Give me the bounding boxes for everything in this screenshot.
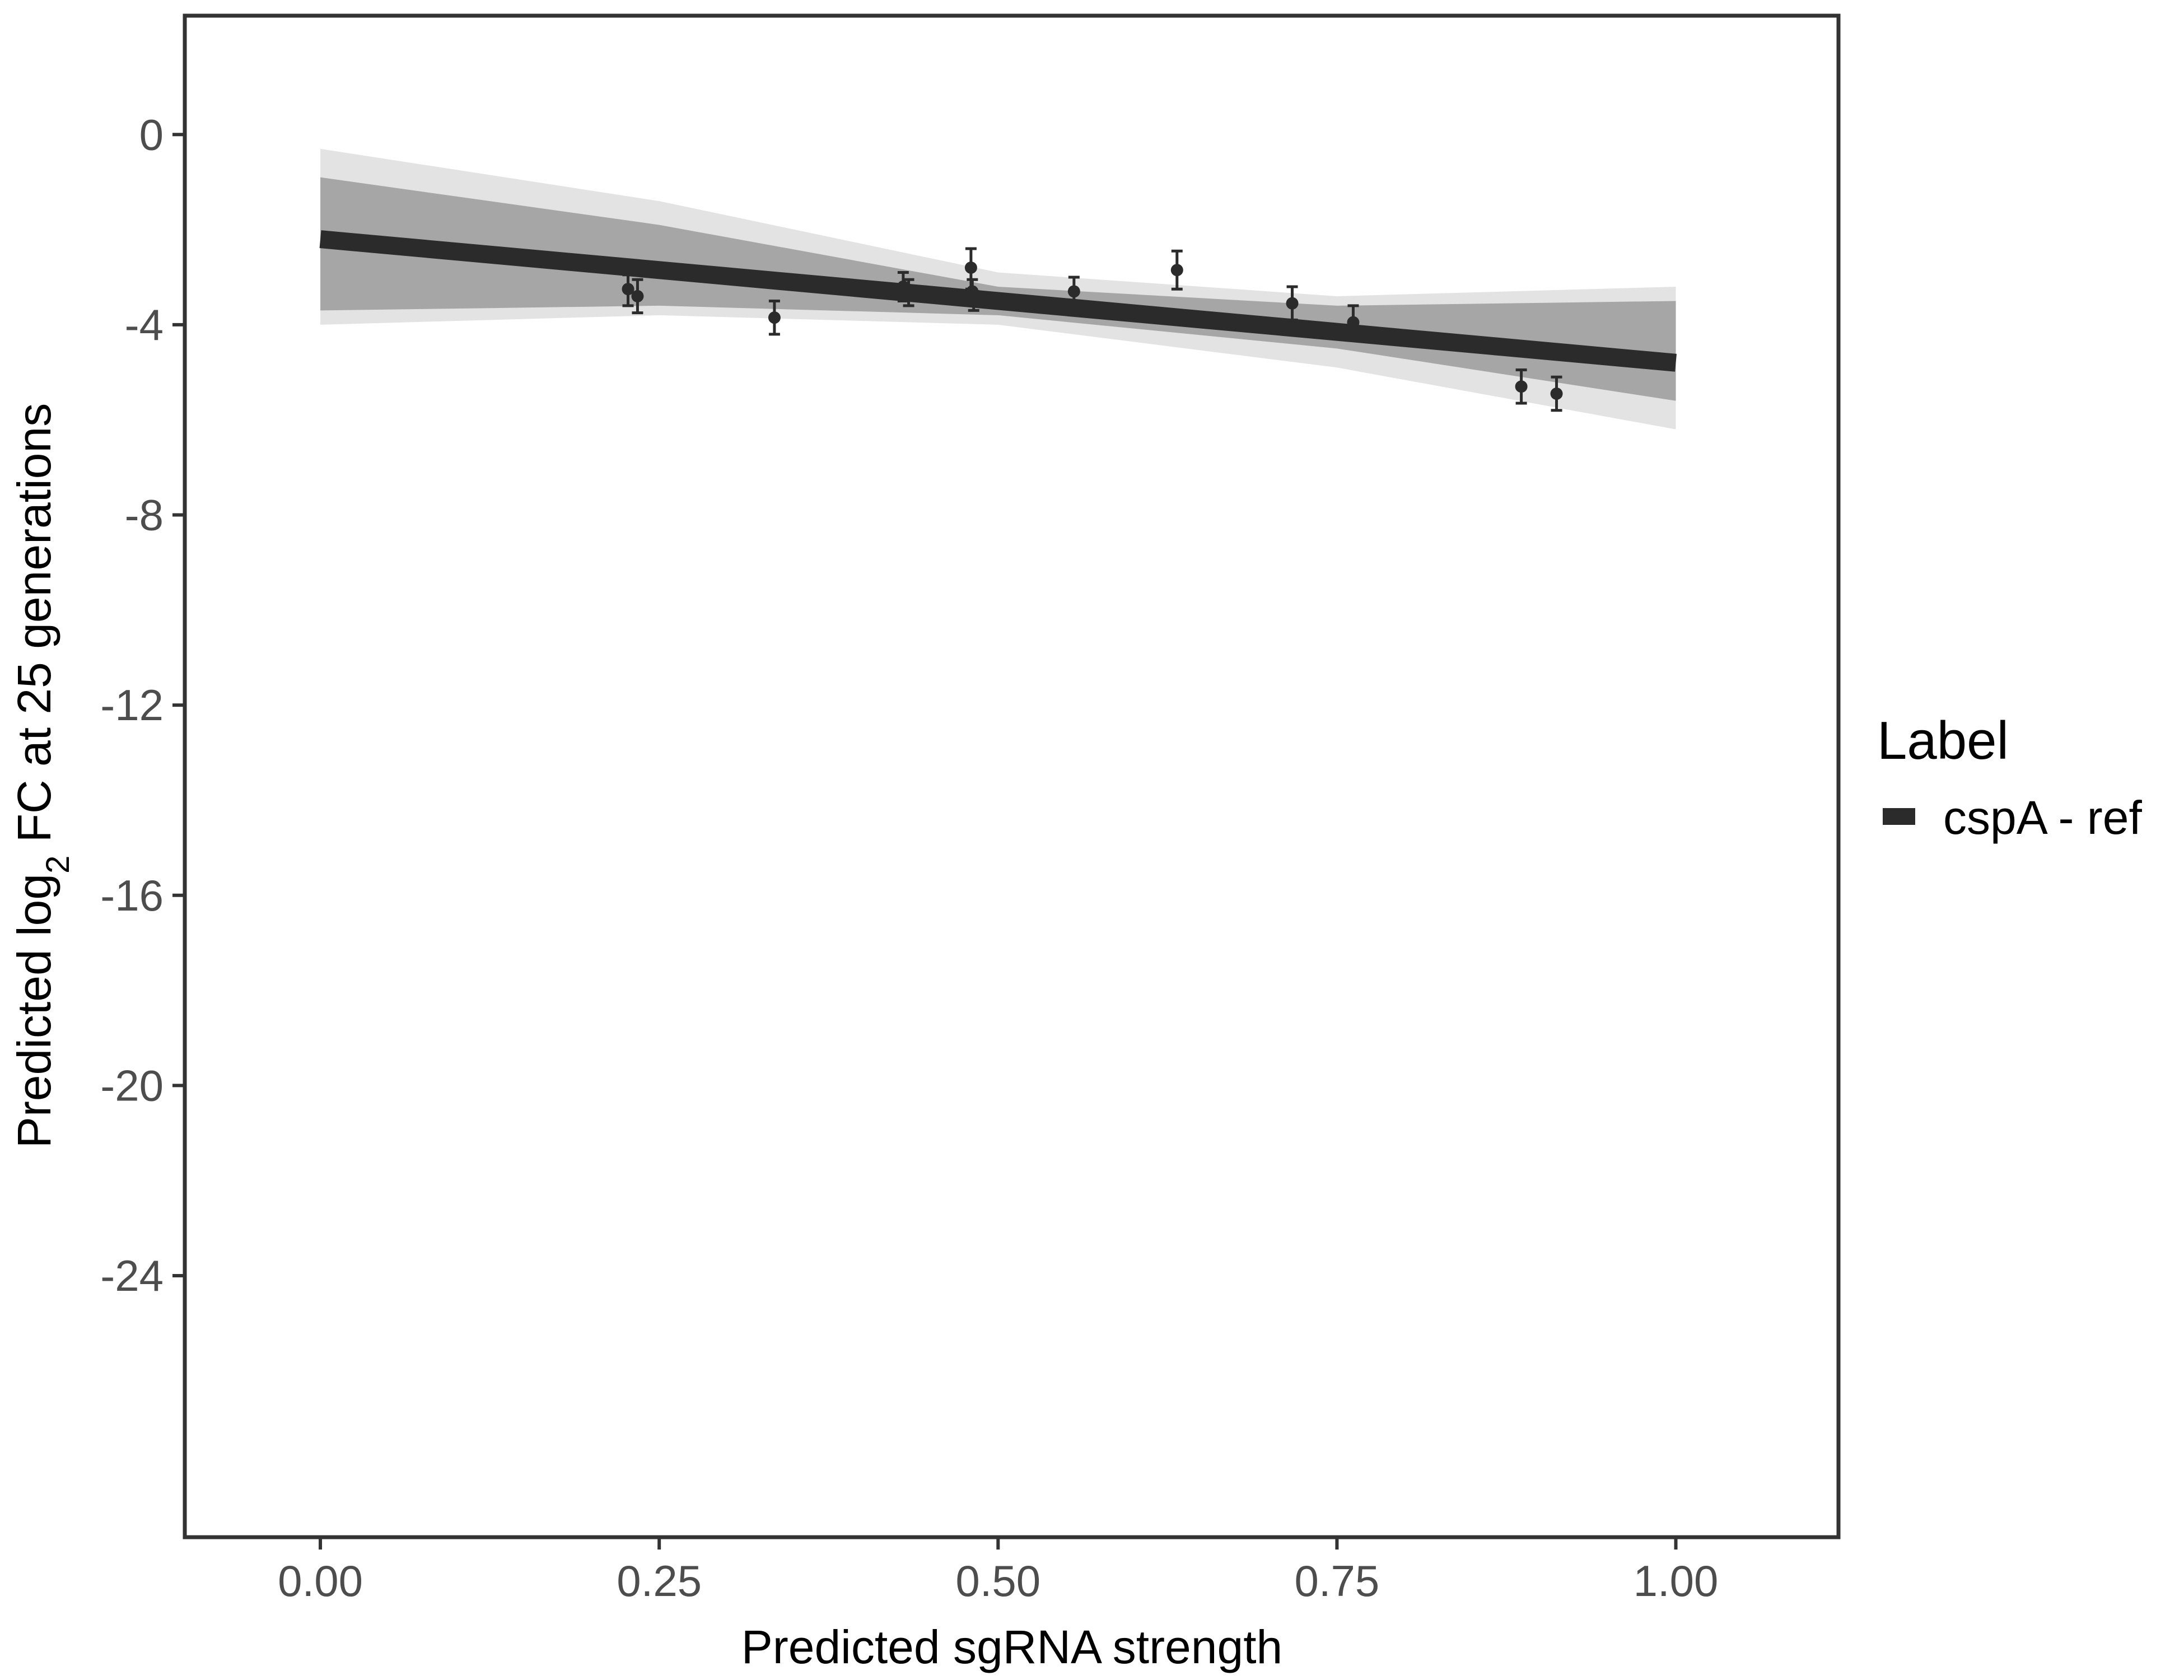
data-point-7 (967, 290, 980, 312)
y-tick-label: -12 (100, 680, 164, 730)
y-axis-title-prefix: Predicted log (8, 874, 60, 1148)
point-marker (1286, 297, 1299, 310)
data-point-0 (622, 273, 634, 307)
legend-entry-cspa-ref: cspA - ref (1943, 791, 2142, 844)
x-tick-label: 1.00 (1634, 1556, 1719, 1606)
y-axis: 0 -4 -8 -12 -16 -20 -24 (100, 110, 185, 1300)
point-marker (1067, 285, 1080, 298)
y-tick-label: -4 (125, 300, 164, 349)
point-marker (967, 295, 980, 307)
point-marker (768, 311, 781, 324)
fit-lines (319, 230, 1677, 372)
point-marker (902, 287, 915, 300)
band-inner (320, 177, 1676, 401)
data-point-8 (1067, 276, 1080, 307)
data-points (622, 247, 1563, 412)
fit-line-0 (319, 230, 1677, 372)
y-tick-label: -16 (100, 871, 164, 920)
y-tick-label: -8 (125, 491, 164, 540)
x-axis-title: Predicted sgRNA strength (741, 1621, 1283, 1673)
y-tick-label: -20 (100, 1061, 164, 1110)
point-marker (1347, 316, 1360, 329)
point-marker (631, 290, 644, 302)
point-marker (1515, 380, 1528, 393)
x-tick-label: 0.00 (278, 1556, 363, 1606)
point-marker (622, 283, 634, 296)
y-tick-label: -24 (100, 1251, 164, 1300)
point-marker (1550, 388, 1563, 400)
point-marker (1170, 264, 1183, 277)
plot-panel-border (183, 13, 1841, 1539)
data-point-1 (631, 278, 644, 315)
x-tick-label: 0.25 (617, 1556, 702, 1606)
data-point-4 (902, 278, 915, 307)
point-marker (964, 262, 977, 274)
x-axis: 0.00 0.25 0.50 0.75 1.00 (278, 1537, 1718, 1606)
data-point-10 (1286, 285, 1299, 321)
y-axis-title-subscript: 2 (40, 856, 76, 874)
x-tick-label: 0.50 (955, 1556, 1040, 1606)
x-tick-label: 0.75 (1295, 1556, 1380, 1606)
y-axis-title: Predicted log2 FC at 25 generations (8, 403, 76, 1148)
data-point-12 (1515, 368, 1528, 405)
legend: Label cspA - ref (1877, 711, 2142, 844)
data-point-9 (1170, 249, 1183, 291)
data-point-11 (1347, 304, 1360, 338)
uncertainty-band (320, 148, 1676, 430)
legend-swatch (1883, 808, 1915, 825)
data-point-2 (768, 299, 781, 336)
y-axis-title-suffix: FC at 25 generations (8, 403, 60, 856)
legend-title: Label (1877, 711, 2009, 771)
y-tick-label: 0 (139, 110, 164, 159)
data-point-13 (1550, 375, 1563, 412)
